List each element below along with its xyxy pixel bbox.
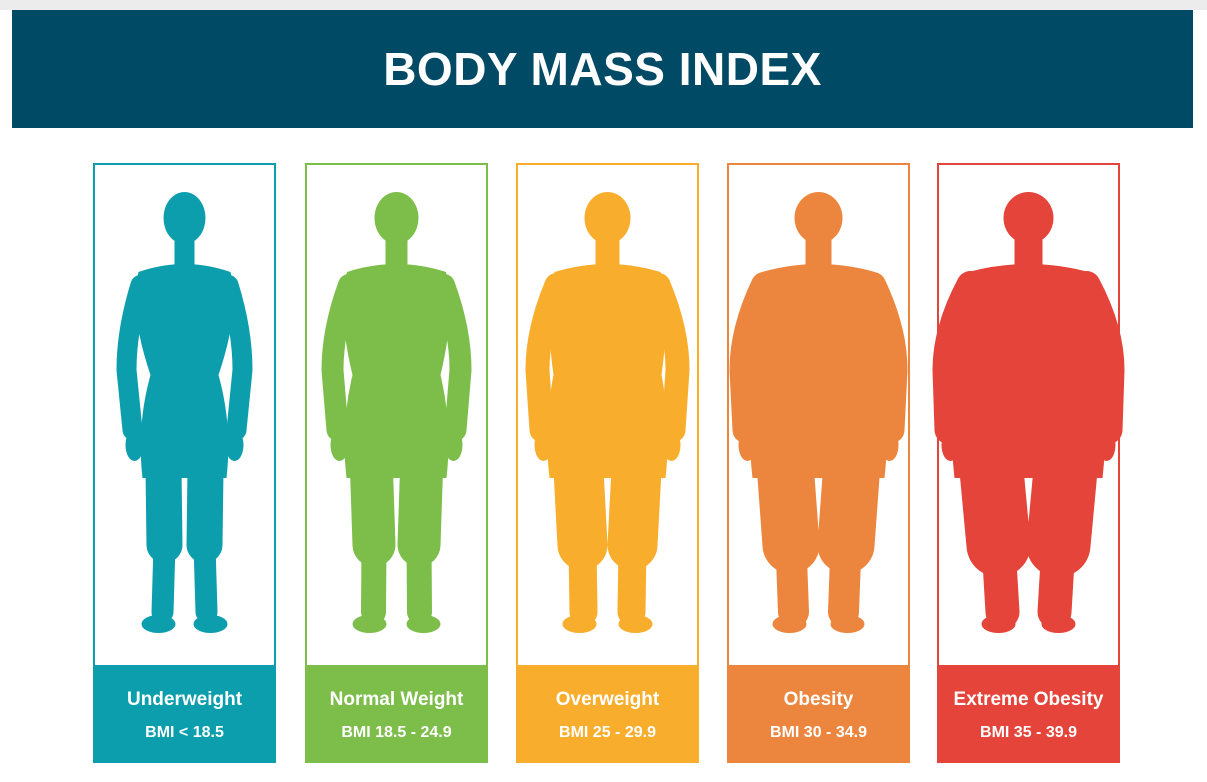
arm [1072,271,1125,444]
foot [1041,615,1076,633]
category-label: Overweight [556,689,660,710]
hand [125,429,144,461]
torso [749,264,888,478]
bmi-range: BMI < 18.5 [145,724,224,741]
hand [880,429,899,461]
torso [135,264,234,478]
arm [860,272,908,443]
card-footer [727,665,910,763]
calf [568,531,598,626]
calf [1037,528,1076,629]
arm [932,271,985,444]
foot [193,615,228,633]
head [794,192,843,244]
neck [174,236,195,266]
header: BODY MASS INDEX [12,10,1193,128]
body-silhouette [321,192,472,633]
calf [406,532,432,625]
foot [141,615,176,633]
title: BODY MASS INDEX [383,43,822,95]
thigh [186,452,224,563]
calf [981,528,1020,629]
arm [646,273,690,442]
neck [385,236,408,266]
foot [406,615,441,633]
head [1003,192,1054,244]
card-footer [516,665,699,763]
foot [772,615,807,633]
calf [775,529,809,628]
foot [830,615,865,633]
bmi-card: Extreme Obesity BMI 35 - 39.9 [932,163,1125,763]
hand [662,429,681,461]
calf [151,534,176,623]
foot [352,615,387,633]
thigh [145,452,183,563]
calf [828,529,862,628]
hand [225,429,244,461]
category-label: Normal Weight [330,689,464,710]
bmi-card: Overweight BMI 25 - 29.9 [516,163,699,763]
thigh [350,448,396,567]
neck [595,236,620,266]
arm [116,275,151,440]
calf [361,532,387,625]
head [584,192,631,244]
bmi-range: BMI 25 - 29.9 [559,724,656,741]
head [163,192,206,244]
bmi-card: Underweight BMI < 18.5 [93,163,276,763]
neck [805,236,832,266]
category-label: Obesity [784,689,854,710]
card-footer [93,665,276,763]
body-silhouette [932,192,1125,633]
hand [330,429,349,461]
arm [729,272,777,443]
hand [738,429,757,461]
hand [1097,429,1116,461]
body-silhouette [729,192,908,633]
category-label: Underweight [127,689,243,710]
foot [618,615,653,633]
calf [617,531,647,626]
hand [444,429,463,461]
arm [433,274,472,441]
torso [951,264,1106,478]
thigh [397,448,443,567]
hand [534,429,553,461]
card-footer [937,665,1120,763]
arm [218,275,253,440]
body-silhouette [525,192,690,633]
torso [547,264,668,478]
bmi-range: BMI 30 - 34.9 [770,724,867,741]
bmi-card: Obesity BMI 30 - 34.9 [727,163,910,763]
card-footer [305,665,488,763]
head [374,192,419,244]
body-silhouette [116,192,253,633]
torso [343,264,450,478]
foot [562,615,597,633]
calf [193,534,218,623]
top-strip [0,0,1207,10]
category-label: Extreme Obesity [954,689,1104,710]
foot [981,615,1016,633]
neck [1014,236,1043,266]
arm [321,274,360,441]
hand [941,429,960,461]
arm [525,273,569,442]
bmi-range: BMI 18.5 - 24.9 [341,724,451,741]
bmi-range: BMI 35 - 39.9 [980,724,1077,741]
bmi-card: Normal Weight BMI 18.5 - 24.9 [305,163,488,763]
